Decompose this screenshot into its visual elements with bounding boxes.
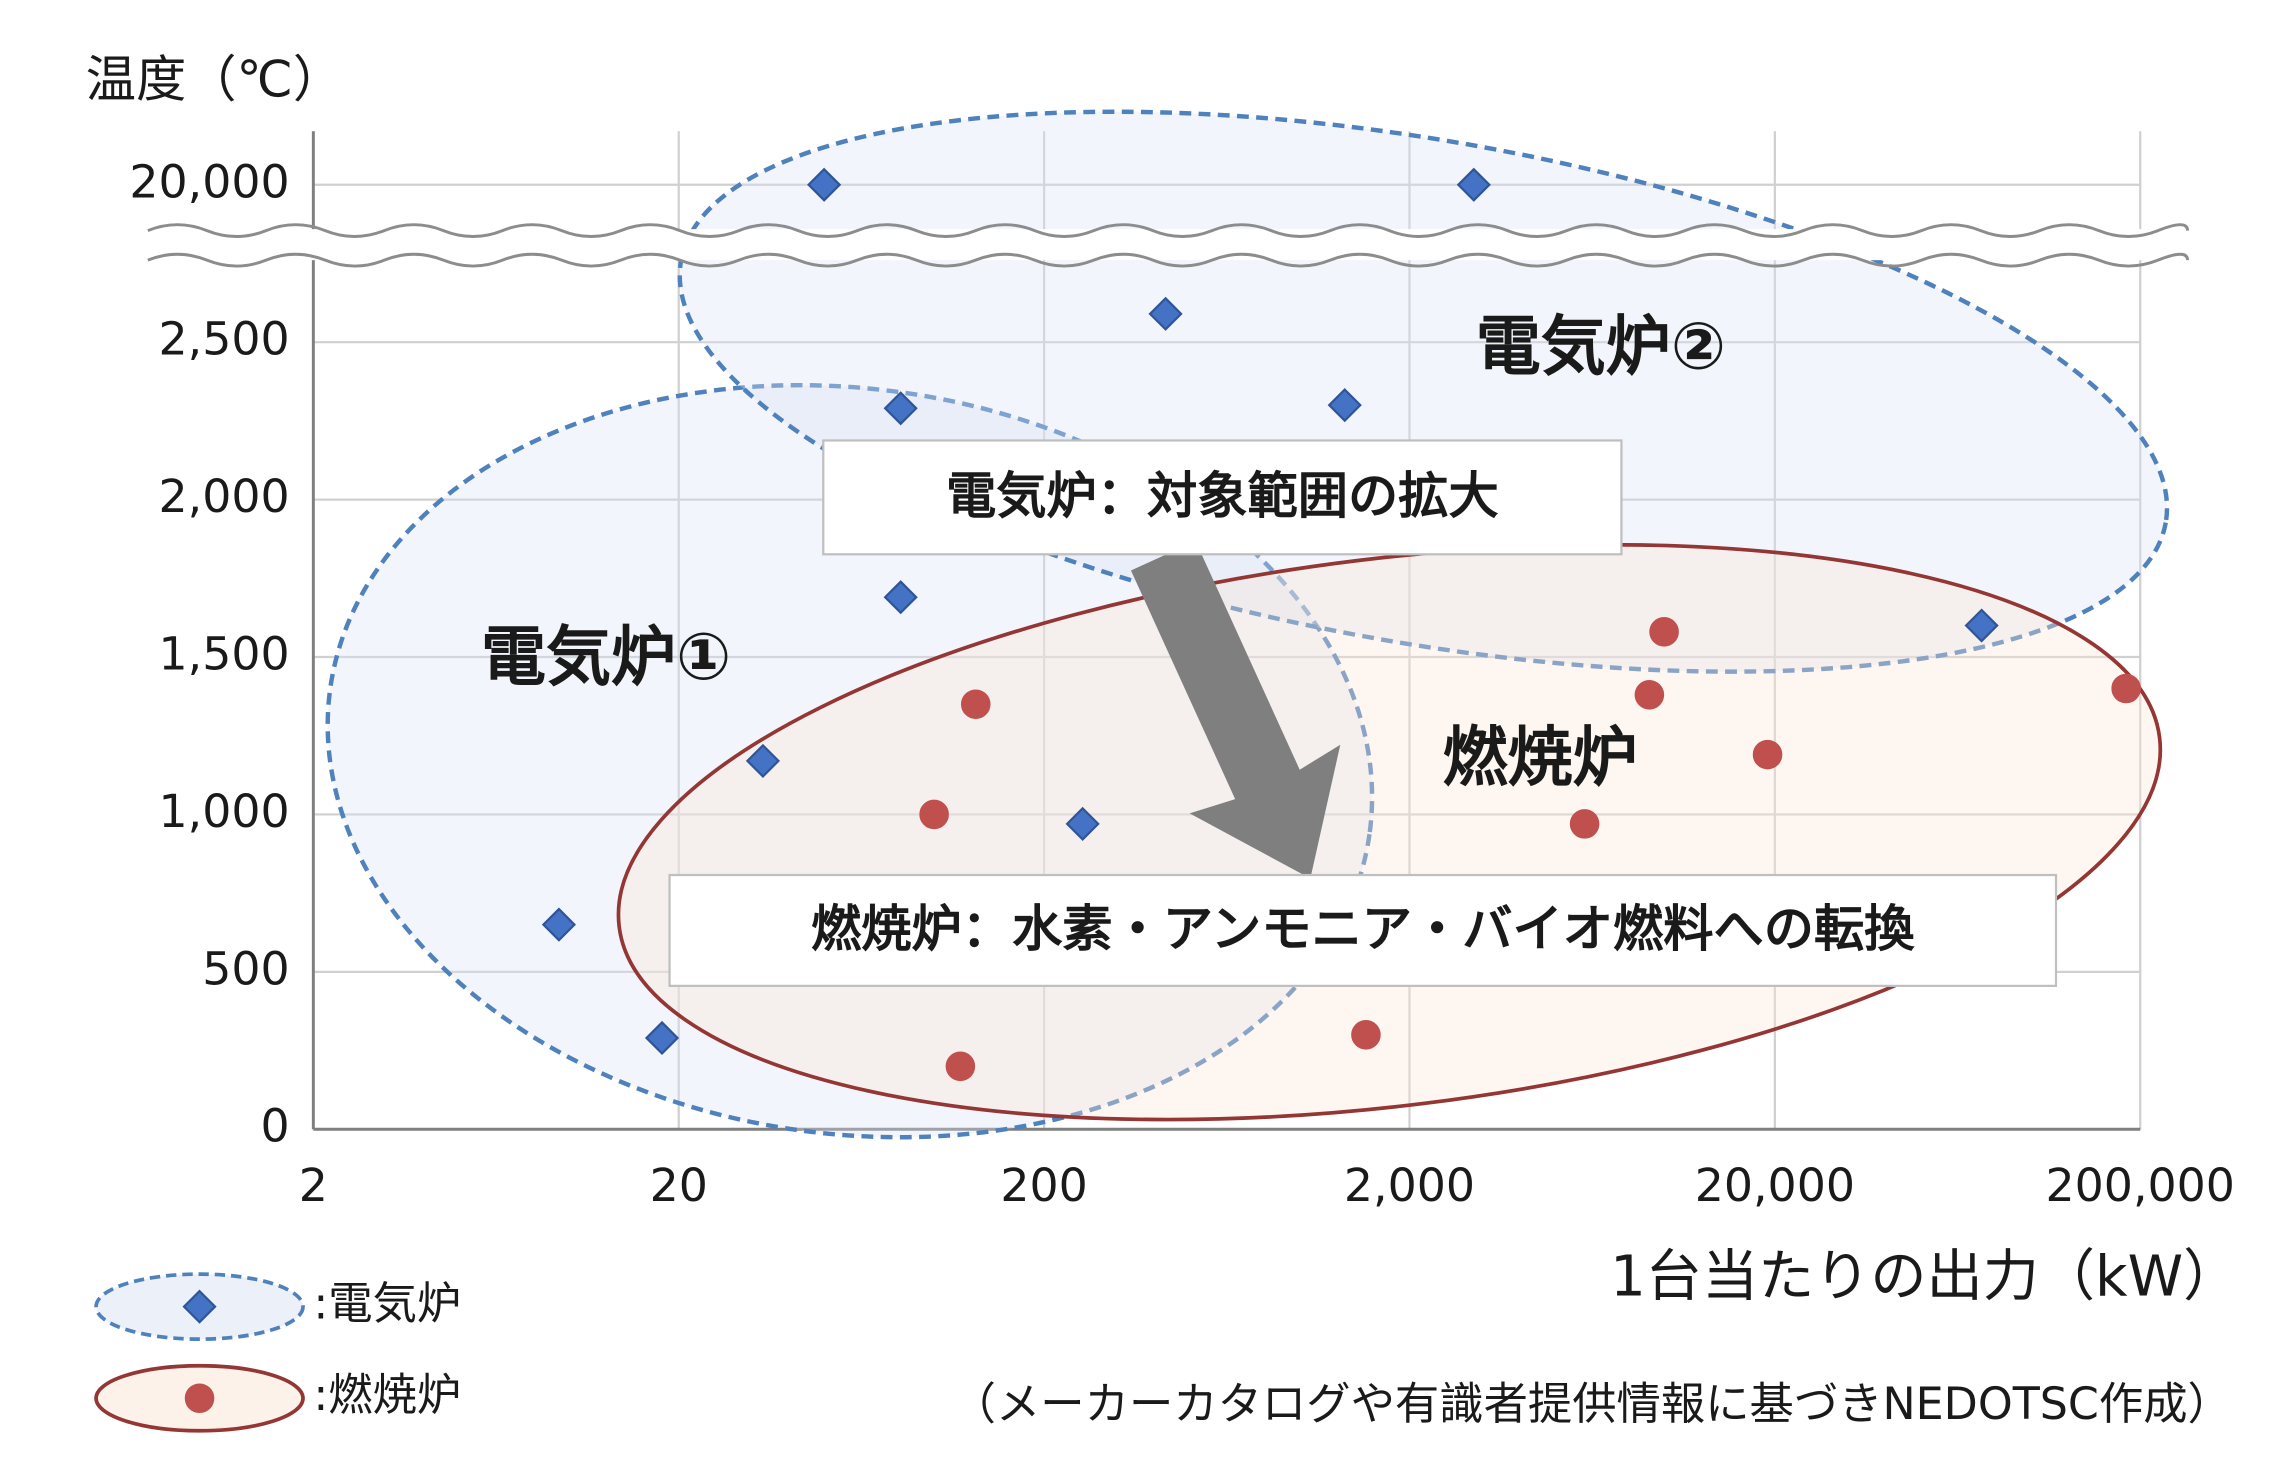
break-line (147, 223, 2190, 238)
x-tick-label: 200 (1000, 1158, 1087, 1212)
callout-box (822, 439, 1623, 556)
diamond-marker (1065, 806, 1100, 841)
region-label: 電気炉② (1476, 309, 1726, 384)
y-axis-title: 温度（℃） (86, 49, 343, 108)
x-tick-label: 2,000 (1344, 1158, 1475, 1212)
diamond-marker (745, 743, 781, 778)
circle-marker (919, 799, 949, 830)
diamond-marker (182, 1289, 217, 1324)
y-tick-label: 20,000 (129, 154, 289, 208)
region-label: 電気炉① (481, 620, 731, 695)
callout-text: 燃焼炉：水素・アンモニア・バイオ燃料への転換 (811, 899, 1915, 958)
arrow (1130, 541, 1341, 879)
circle-marker (960, 689, 991, 720)
y-tick-label: 1,000 (159, 784, 290, 838)
region-label: 燃焼炉 (1443, 720, 1638, 795)
legend-label: :電気炉 (313, 1279, 461, 1330)
legend: :電気炉 :燃焼炉 (94, 1272, 461, 1433)
break-line (147, 252, 2190, 268)
x-tick-label: 2 (299, 1158, 328, 1212)
diamond-marker (1148, 296, 1183, 331)
diamond-marker (883, 391, 918, 426)
callout-box (668, 873, 2058, 987)
diamond-marker (1327, 388, 1362, 423)
circle-marker (1752, 739, 1783, 770)
y-tick-label: 0 (261, 1099, 290, 1153)
y-tick-label: 500 (202, 941, 289, 995)
diamond-marker (1456, 167, 1491, 202)
diamond-marker (883, 580, 918, 615)
diamond-marker (644, 1020, 680, 1056)
x-tick-label: 20 (650, 1158, 708, 1212)
points (541, 167, 2141, 1082)
y-tick-label: 1,500 (159, 627, 290, 681)
y-tick-label: 2,000 (159, 469, 290, 523)
circle-marker (2111, 673, 2141, 704)
x-tick-label: 20,000 (1695, 1158, 1855, 1212)
circle-marker (1351, 1020, 1381, 1050)
source-note: （メーカーカタログや有識者提供情報に基づきNEDOTSC作成） (952, 1379, 2232, 1430)
circle-marker (1634, 680, 1665, 710)
legend-label: :燃焼炉 (313, 1370, 461, 1421)
diamond-marker (541, 907, 577, 942)
circle-marker (945, 1051, 976, 1082)
circle-marker (1649, 617, 1679, 647)
circle-marker (1569, 809, 1600, 839)
x-axis-title: 1台当たりの出力（kW） (1610, 1245, 2239, 1310)
diamond-marker (807, 167, 842, 202)
callout-text: 電気炉：対象範囲の拡大 (946, 466, 1499, 525)
x-tick-label: 200,000 (2046, 1158, 2235, 1212)
diamond-marker (1964, 608, 1999, 643)
circle-marker (184, 1383, 215, 1414)
y-tick-label: 2,500 (159, 312, 290, 366)
